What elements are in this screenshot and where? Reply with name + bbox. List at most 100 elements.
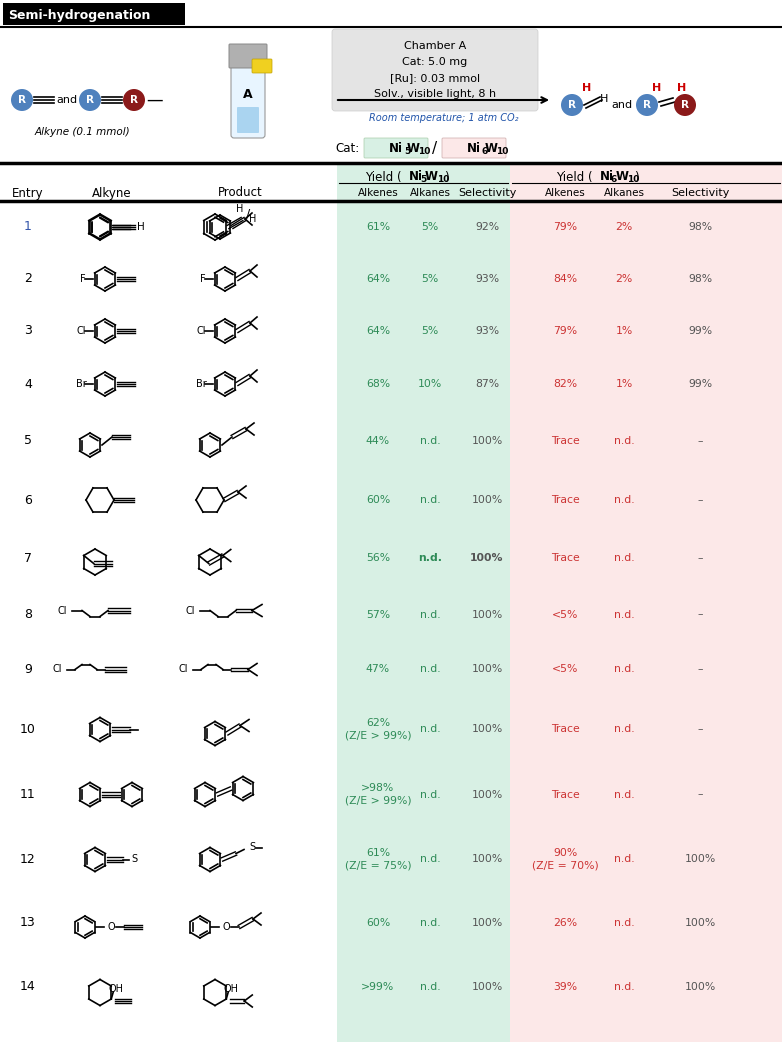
Text: Ni: Ni — [467, 142, 481, 154]
Text: F: F — [200, 274, 206, 284]
FancyBboxPatch shape — [237, 107, 259, 133]
Text: n.d.: n.d. — [614, 790, 634, 799]
FancyBboxPatch shape — [442, 138, 506, 158]
Text: Semi-hydrogenation: Semi-hydrogenation — [8, 9, 150, 22]
Circle shape — [674, 94, 696, 116]
Text: n.d.: n.d. — [614, 724, 634, 735]
Text: 68%: 68% — [366, 379, 390, 389]
Text: –: – — [698, 436, 703, 446]
Text: Cat:: Cat: — [335, 142, 359, 154]
Text: n.d.: n.d. — [420, 436, 440, 446]
Text: 10: 10 — [437, 175, 450, 184]
Text: 100%: 100% — [684, 982, 716, 992]
Text: n.d.: n.d. — [420, 918, 440, 928]
Text: S: S — [131, 854, 137, 865]
Text: n.d.: n.d. — [420, 610, 440, 620]
Text: n.d.: n.d. — [420, 982, 440, 992]
Text: R: R — [130, 95, 138, 105]
Text: 5%: 5% — [421, 222, 439, 232]
Circle shape — [79, 89, 101, 111]
Text: Alkyne: Alkyne — [92, 187, 132, 199]
Text: 6: 6 — [482, 147, 488, 155]
Text: R: R — [568, 100, 576, 110]
Text: OH: OH — [109, 984, 124, 994]
Text: 1%: 1% — [615, 326, 633, 336]
Bar — [510, 163, 782, 1042]
Text: 56%: 56% — [366, 553, 390, 563]
Circle shape — [11, 89, 33, 111]
Text: –: – — [698, 553, 703, 563]
Text: 44%: 44% — [366, 436, 390, 446]
Text: Cl: Cl — [178, 665, 188, 674]
Text: Yield (: Yield ( — [556, 171, 593, 183]
Bar — [337, 163, 510, 1042]
Text: 9: 9 — [24, 663, 32, 676]
Text: 10%: 10% — [418, 379, 442, 389]
Text: 100%: 100% — [684, 918, 716, 928]
Text: 2: 2 — [24, 273, 32, 286]
Text: 79%: 79% — [553, 222, 577, 232]
Text: Ni: Ni — [409, 171, 423, 183]
Text: H: H — [249, 214, 256, 224]
Text: and: and — [56, 95, 77, 105]
Text: Trace: Trace — [551, 495, 579, 505]
Text: n.d.: n.d. — [418, 553, 442, 563]
Text: 10: 10 — [418, 147, 430, 155]
Text: 47%: 47% — [366, 665, 390, 674]
Circle shape — [636, 94, 658, 116]
Text: 90%
(Z/E = 70%): 90% (Z/E = 70%) — [532, 848, 598, 871]
Text: Cl: Cl — [77, 326, 86, 336]
Text: 100%: 100% — [472, 854, 503, 865]
Text: 61%: 61% — [366, 222, 390, 232]
Text: Cl: Cl — [57, 605, 66, 616]
Text: Trace: Trace — [551, 436, 579, 446]
Text: 10: 10 — [20, 723, 36, 736]
Text: Cl: Cl — [185, 605, 195, 616]
Text: Ni: Ni — [389, 142, 403, 154]
Text: Cl: Cl — [196, 326, 206, 336]
Text: R: R — [643, 100, 651, 110]
Text: 5%: 5% — [421, 274, 439, 284]
FancyBboxPatch shape — [229, 44, 267, 68]
Text: Alkanes: Alkanes — [604, 188, 644, 198]
Text: 100%: 100% — [684, 854, 716, 865]
Text: Yield (: Yield ( — [365, 171, 402, 183]
Text: n.d.: n.d. — [614, 982, 634, 992]
Text: 1: 1 — [24, 221, 32, 233]
Text: 60%: 60% — [366, 918, 390, 928]
Text: 7: 7 — [24, 551, 32, 565]
Text: n.d.: n.d. — [614, 918, 634, 928]
Text: S: S — [249, 843, 255, 852]
Text: 10: 10 — [627, 175, 640, 184]
Text: 100%: 100% — [472, 790, 503, 799]
Text: Selectivity: Selectivity — [457, 188, 516, 198]
Circle shape — [123, 89, 145, 111]
Text: 100%: 100% — [472, 610, 503, 620]
Text: 100%: 100% — [472, 918, 503, 928]
Text: 62%
(Z/E > 99%): 62% (Z/E > 99%) — [345, 718, 411, 741]
Text: –: – — [698, 665, 703, 674]
Text: Alkyne (0.1 mmol): Alkyne (0.1 mmol) — [34, 127, 130, 137]
Text: Trace: Trace — [551, 553, 579, 563]
Text: 14: 14 — [20, 979, 36, 993]
Text: H: H — [600, 94, 608, 104]
Text: 1%: 1% — [615, 379, 633, 389]
Text: n.d.: n.d. — [614, 854, 634, 865]
Text: 100%: 100% — [472, 982, 503, 992]
Text: 5: 5 — [24, 435, 32, 447]
Text: O: O — [107, 922, 115, 932]
Text: 98%: 98% — [688, 222, 712, 232]
Text: 5%: 5% — [421, 326, 439, 336]
Text: 2%: 2% — [615, 222, 633, 232]
Text: A: A — [243, 89, 253, 101]
Text: 61%
(Z/E = 75%): 61% (Z/E = 75%) — [345, 848, 411, 871]
Text: H: H — [677, 83, 687, 93]
Text: 26%: 26% — [553, 918, 577, 928]
Text: Selectivity: Selectivity — [671, 188, 729, 198]
Text: /: / — [432, 141, 438, 155]
Text: [Ru]: 0.03 mmol: [Ru]: 0.03 mmol — [390, 73, 480, 83]
Text: n.d.: n.d. — [420, 790, 440, 799]
FancyBboxPatch shape — [332, 29, 538, 111]
Text: –: – — [698, 790, 703, 799]
Text: W: W — [485, 142, 497, 154]
